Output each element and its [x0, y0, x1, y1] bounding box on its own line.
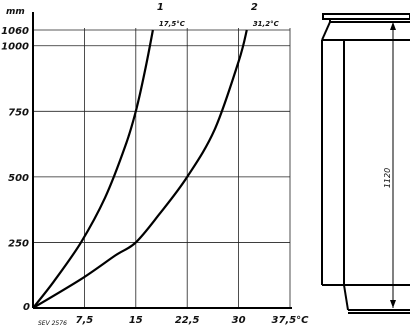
x-tick-label: 22,5: [175, 315, 200, 326]
vessel-height-label: 1120: [383, 168, 392, 188]
series-1-end-label: 17,5°C: [159, 20, 186, 28]
dimension-arrow-bottom: [390, 300, 396, 308]
series-curves: [32, 29, 248, 309]
y-tick-label: 1000: [1, 42, 29, 53]
y-tick-label: 1060: [1, 26, 29, 37]
dimension-arrow-top: [390, 22, 396, 30]
y-axis-unit: mm: [6, 7, 25, 17]
y-tick-label: 750: [8, 107, 29, 118]
vessel-lid: [322, 13, 410, 20]
x-tick-label: 15: [129, 315, 143, 326]
grid-lines: [33, 28, 291, 308]
series-1-curve: [32, 29, 154, 309]
vessel-drawing: 1120: [321, 13, 410, 314]
vessel-shoulder: [321, 21, 331, 41]
y-tick-label: 500: [8, 173, 29, 184]
series-1-label: 1: [157, 2, 164, 13]
x-tick-label: 37,5°C: [271, 315, 309, 326]
chart-labels: 1060 1000 750 500 250 0 7,5 15 22,5 30 37,5°C 1 17,5…: [1, 2, 309, 326]
series-2-label: 2: [251, 2, 258, 13]
series-2-curve: [32, 29, 248, 309]
x-tick-label: 7,5: [76, 315, 94, 326]
y-tick-label: 250: [8, 238, 29, 249]
reference-text: SEV 2576: [38, 320, 67, 327]
vessel-lower-left: [343, 284, 349, 311]
axes: [32, 12, 292, 309]
series-2-end-label: 31,2°C: [253, 20, 280, 28]
x-tick-label: 30: [232, 315, 246, 326]
y-tick-label-zero: 0: [23, 302, 30, 313]
